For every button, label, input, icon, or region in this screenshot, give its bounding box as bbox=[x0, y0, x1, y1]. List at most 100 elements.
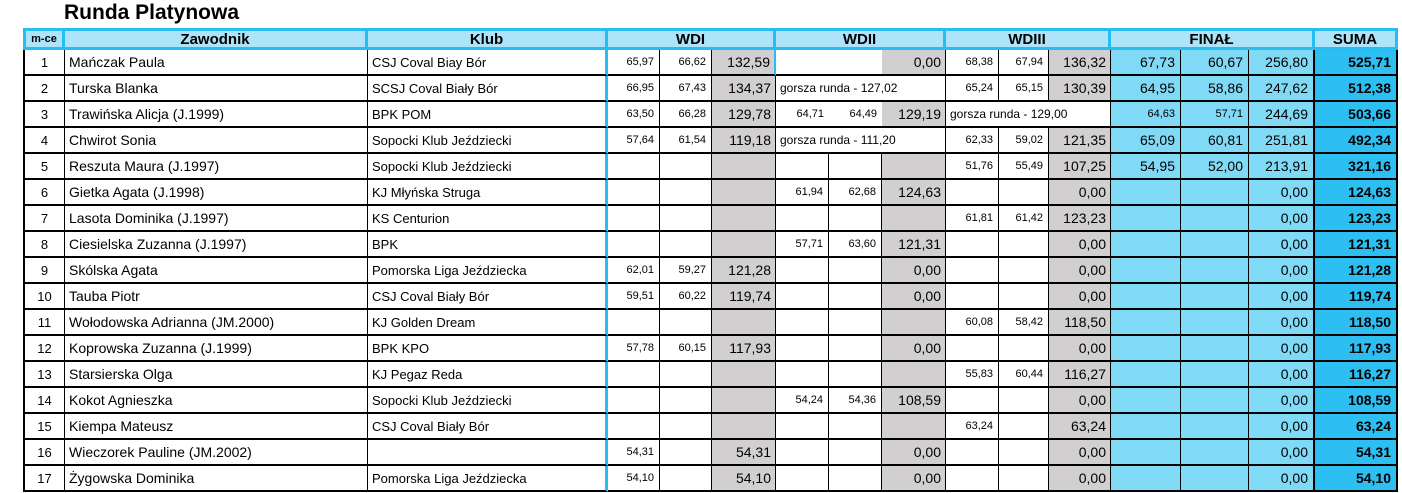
wdii-total-cell bbox=[882, 414, 946, 440]
wdiii-judge1-cell: 51,76 bbox=[946, 154, 999, 180]
wdi-total-cell: 117,93 bbox=[712, 336, 776, 362]
wdiii-judge1-cell: 65,24 bbox=[946, 76, 999, 102]
final-judge1-cell: 64,95 bbox=[1111, 76, 1181, 102]
wdi-judge2-cell bbox=[660, 154, 712, 180]
final-judge2-cell bbox=[1181, 388, 1249, 414]
wdi-total-cell: 121,28 bbox=[712, 258, 776, 284]
wdii-judge1-cell: 54,24 bbox=[776, 388, 829, 414]
wdi-judge1-cell: 54,31 bbox=[608, 440, 660, 466]
suma-cell: 116,27 bbox=[1315, 362, 1398, 388]
wdi-total-cell bbox=[712, 388, 776, 414]
wdiii-judge2-cell: 61,42 bbox=[999, 206, 1049, 232]
header-suma: SUMA bbox=[1315, 28, 1398, 50]
wdi-judge2-cell bbox=[660, 414, 712, 440]
final-total-cell: 0,00 bbox=[1249, 466, 1315, 492]
page-title: Runda Platynowa bbox=[64, 1, 240, 24]
suma-cell: 54,10 bbox=[1315, 466, 1398, 492]
club-cell: KJ Pegaz Reda bbox=[368, 362, 608, 388]
final-total-cell: 0,00 bbox=[1249, 232, 1315, 258]
wdi-judge1-cell: 54,10 bbox=[608, 466, 660, 492]
final-judge1-cell bbox=[1111, 388, 1181, 414]
wdii-judge2-cell bbox=[829, 154, 882, 180]
wdiii-total-cell: 118,50 bbox=[1049, 310, 1111, 336]
wdii-judge2-cell bbox=[829, 206, 882, 232]
competitor-cell: Mańczak Paula bbox=[65, 50, 368, 76]
club-cell: Sopocki Klub Jeździecki bbox=[368, 154, 608, 180]
wdiii-judge1-cell: 55,83 bbox=[946, 362, 999, 388]
wdiii-judge2-cell bbox=[999, 414, 1049, 440]
wdiii-judge1-cell bbox=[946, 388, 999, 414]
final-total-cell: 247,62 bbox=[1249, 76, 1315, 102]
wdi-total-cell: 54,10 bbox=[712, 466, 776, 492]
wdiii-judge2-cell bbox=[999, 232, 1049, 258]
final-judge1-cell bbox=[1111, 414, 1181, 440]
competitor-cell: Wieczorek Pauline (JM.2002) bbox=[65, 440, 368, 466]
final-total-cell: 0,00 bbox=[1249, 336, 1315, 362]
club-cell: CSJ Coval Biały Bór bbox=[368, 414, 608, 440]
wdi-total-cell bbox=[712, 414, 776, 440]
club-cell: BPK KPO bbox=[368, 336, 608, 362]
suma-cell: 117,93 bbox=[1315, 336, 1398, 362]
wdi-total-cell bbox=[712, 310, 776, 336]
club-cell: BPK bbox=[368, 232, 608, 258]
final-judge1-cell bbox=[1111, 232, 1181, 258]
place-cell: 3 bbox=[23, 102, 65, 128]
competitor-cell: Chwirot Sonia bbox=[65, 128, 368, 154]
wdiii-judge2-cell: 65,15 bbox=[999, 76, 1049, 102]
final-judge1-cell bbox=[1111, 310, 1181, 336]
wdii-judge1-cell bbox=[776, 310, 829, 336]
wdi-judge2-cell bbox=[660, 310, 712, 336]
header-final: FINAŁ bbox=[1111, 28, 1315, 50]
final-judge2-cell bbox=[1181, 258, 1249, 284]
wdi-judge1-cell bbox=[608, 362, 660, 388]
suma-cell: 119,74 bbox=[1315, 284, 1398, 310]
wdi-judge2-cell: 67,43 bbox=[660, 76, 712, 102]
wdii-total-cell: 121,31 bbox=[882, 232, 946, 258]
wdi-judge2-cell: 61,54 bbox=[660, 128, 712, 154]
final-judge2-cell: 57,71 bbox=[1181, 102, 1249, 128]
wdii-total-cell bbox=[882, 154, 946, 180]
wdii-judge2-cell bbox=[829, 440, 882, 466]
header-wdiii: WDIII bbox=[946, 28, 1111, 50]
wdiii-total-cell: 0,00 bbox=[1049, 232, 1111, 258]
wdiii-total-cell: 123,23 bbox=[1049, 206, 1111, 232]
wdi-judge1-cell: 57,64 bbox=[608, 128, 660, 154]
wdi-judge2-cell bbox=[660, 180, 712, 206]
header-competitor: Zawodnik bbox=[65, 28, 368, 50]
place-cell: 9 bbox=[23, 258, 65, 284]
wdii-judge2-cell bbox=[829, 284, 882, 310]
competitor-cell: Trawińska Alicja (J.1999) bbox=[65, 102, 368, 128]
wdi-judge1-cell bbox=[608, 154, 660, 180]
final-judge1-cell: 67,73 bbox=[1111, 50, 1181, 76]
place-cell: 6 bbox=[23, 180, 65, 206]
wdi-judge2-cell: 59,27 bbox=[660, 258, 712, 284]
wdii-total-cell: 0,00 bbox=[882, 336, 946, 362]
final-judge2-cell bbox=[1181, 362, 1249, 388]
suma-cell: 512,38 bbox=[1315, 76, 1398, 102]
wdii-judge1-cell bbox=[776, 258, 829, 284]
wdii-judge1-cell: 57,71 bbox=[776, 232, 829, 258]
wdi-total-cell bbox=[712, 232, 776, 258]
wdii-total-cell: 0,00 bbox=[882, 258, 946, 284]
place-cell: 13 bbox=[23, 362, 65, 388]
final-judge2-cell bbox=[1181, 336, 1249, 362]
wdiii-judge2-cell bbox=[999, 180, 1049, 206]
wdi-judge1-cell: 59,51 bbox=[608, 284, 660, 310]
wdi-judge1-cell: 63,50 bbox=[608, 102, 660, 128]
wdi-total-cell: 129,78 bbox=[712, 102, 776, 128]
wdiii-judge2-cell: 67,94 bbox=[999, 50, 1049, 76]
wdi-judge2-cell: 60,15 bbox=[660, 336, 712, 362]
competitor-cell: Turska Blanka bbox=[65, 76, 368, 102]
competitor-cell: Kokot Agnieszka bbox=[65, 388, 368, 414]
final-judge2-cell bbox=[1181, 310, 1249, 336]
final-judge2-cell: 60,81 bbox=[1181, 128, 1249, 154]
final-total-cell: 0,00 bbox=[1249, 388, 1315, 414]
wdiii-judge1-cell bbox=[946, 440, 999, 466]
suma-cell: 503,66 bbox=[1315, 102, 1398, 128]
wdii-judge1-cell bbox=[776, 284, 829, 310]
wdiii-judge2-cell bbox=[999, 284, 1049, 310]
competitor-cell: Skólska Agata bbox=[65, 258, 368, 284]
suma-cell: 63,24 bbox=[1315, 414, 1398, 440]
final-total-cell: 0,00 bbox=[1249, 258, 1315, 284]
competitor-cell: Koprowska Zuzanna (J.1999) bbox=[65, 336, 368, 362]
